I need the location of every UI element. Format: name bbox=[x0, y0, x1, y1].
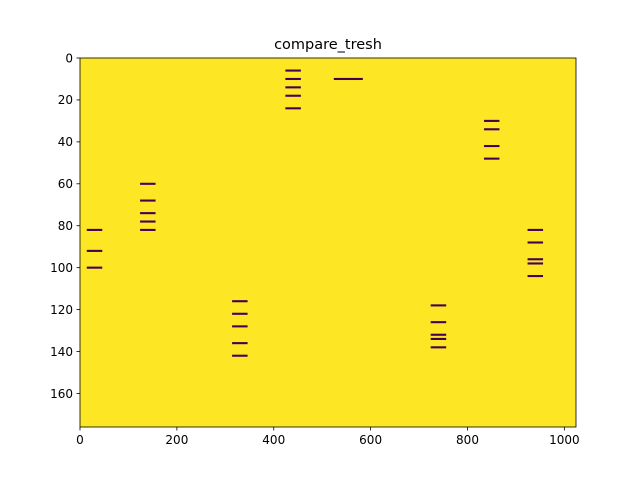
heatmap-mark-5-1 bbox=[430, 321, 447, 324]
heatmap-mark-7-1 bbox=[527, 241, 544, 244]
heatmap-mark-1-3 bbox=[140, 220, 156, 223]
x-tick-label: 400 bbox=[262, 433, 285, 447]
y-tick-label: 140 bbox=[50, 345, 73, 359]
plot-frame bbox=[79, 57, 577, 428]
heatmap-mark-4-0 bbox=[333, 77, 363, 81]
heatmap-mark-3-3 bbox=[285, 94, 301, 97]
heatmap-mark-2-2 bbox=[232, 325, 248, 328]
heatmap-mark-6-0 bbox=[483, 119, 500, 122]
heatmap-mark-3-4 bbox=[285, 107, 301, 110]
heatmap-mark-7-0 bbox=[527, 228, 544, 231]
heatmap-mark-3-0 bbox=[285, 69, 301, 72]
x-tick-label: 1000 bbox=[549, 433, 580, 447]
heatmap-mark-1-1 bbox=[140, 199, 156, 202]
chart-title: compare_tresh bbox=[274, 37, 382, 53]
y-tick-label: 60 bbox=[58, 177, 73, 191]
heatmap-mark-5-2 bbox=[430, 333, 447, 336]
heatmap-mark-7-4 bbox=[527, 275, 544, 278]
y-tick-label: 120 bbox=[50, 303, 73, 317]
x-tick-label: 600 bbox=[359, 433, 382, 447]
y-tick-label: 20 bbox=[58, 93, 73, 107]
heatmap-mark-0-2 bbox=[86, 266, 103, 269]
y-tick-label: 0 bbox=[65, 51, 73, 65]
heatmap-mark-2-4 bbox=[232, 354, 248, 357]
heatmap-mark-1-4 bbox=[140, 228, 156, 231]
heatmap-mark-5-4 bbox=[430, 346, 447, 349]
y-tick-label: 80 bbox=[58, 219, 73, 233]
heatmap-mark-1-0 bbox=[140, 182, 156, 185]
heatmap-mark-7-3 bbox=[527, 262, 544, 265]
heatmap-mark-1-2 bbox=[140, 212, 156, 215]
heatmap-mark-2-3 bbox=[232, 342, 248, 345]
x-tick-label: 0 bbox=[76, 433, 84, 447]
heatmap-mark-6-3 bbox=[483, 157, 500, 160]
heatmap-mark-0-0 bbox=[86, 228, 103, 231]
heatmap-mark-2-0 bbox=[232, 300, 248, 303]
heatmap-mark-5-0 bbox=[430, 304, 447, 307]
heatmap-mark-5-3 bbox=[430, 337, 447, 340]
x-tick-label: 200 bbox=[165, 433, 188, 447]
x-tick-label: 800 bbox=[456, 433, 479, 447]
heatmap-background bbox=[80, 58, 576, 427]
y-tick-label: 40 bbox=[58, 135, 73, 149]
y-tick-label: 160 bbox=[50, 387, 73, 401]
heatmap-mark-6-2 bbox=[483, 145, 500, 148]
heatmap-mark-6-1 bbox=[483, 128, 500, 131]
heatmap-mark-2-1 bbox=[232, 312, 248, 315]
heatmap-mark-7-2 bbox=[527, 258, 544, 261]
heatmap-mark-0-1 bbox=[86, 249, 103, 252]
heatmap-marks bbox=[86, 69, 544, 357]
heatmap-mark-3-2 bbox=[285, 86, 301, 89]
heatmap-mark-3-1 bbox=[285, 77, 301, 81]
x-axis: 0 200 400 600 800 1000 bbox=[76, 427, 580, 447]
y-axis: 0 20 40 60 80 100 120 140 160 bbox=[50, 51, 80, 401]
y-tick-label: 100 bbox=[50, 261, 73, 275]
